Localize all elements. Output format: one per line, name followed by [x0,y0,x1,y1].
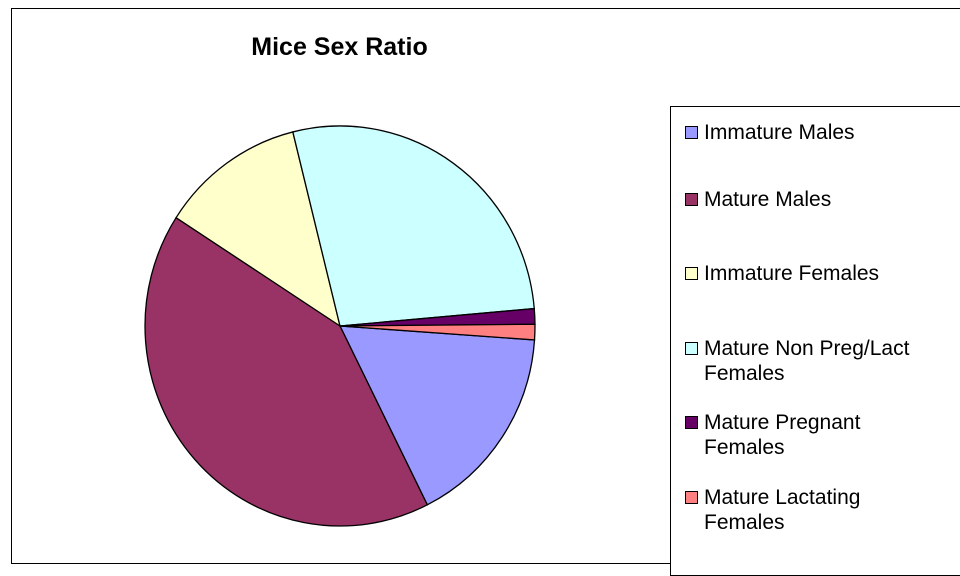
pie-slice [175,131,342,328]
legend-swatch [685,342,698,355]
legend-label: Mature Lactating [704,486,861,509]
legend-label: Mature Pregnant [704,411,861,434]
legend-label: Mature Males [704,188,832,211]
legend-swatch [685,193,698,206]
chart-title: Mice Sex Ratio [251,33,428,61]
pie-chart [144,125,536,527]
legend-label: Immature Females [704,262,880,285]
legend-swatch [685,267,698,280]
pie-slice [338,325,536,506]
legend-label: Mature Non Preg/Lact [704,337,910,360]
legend-label-cont: Females [704,511,785,534]
legend-swatch [685,126,698,139]
pie-slice [339,323,536,341]
pie-slice [292,125,535,327]
legend-label-cont: Females [704,436,785,459]
legend-swatch [685,491,698,504]
pie-slice [144,216,429,527]
legend-swatch [685,416,698,429]
legend-label-cont: Females [704,362,785,385]
legend-label: Immature Males [704,121,855,144]
legend: Immature Males Mature Males Immature Fem… [670,106,960,576]
